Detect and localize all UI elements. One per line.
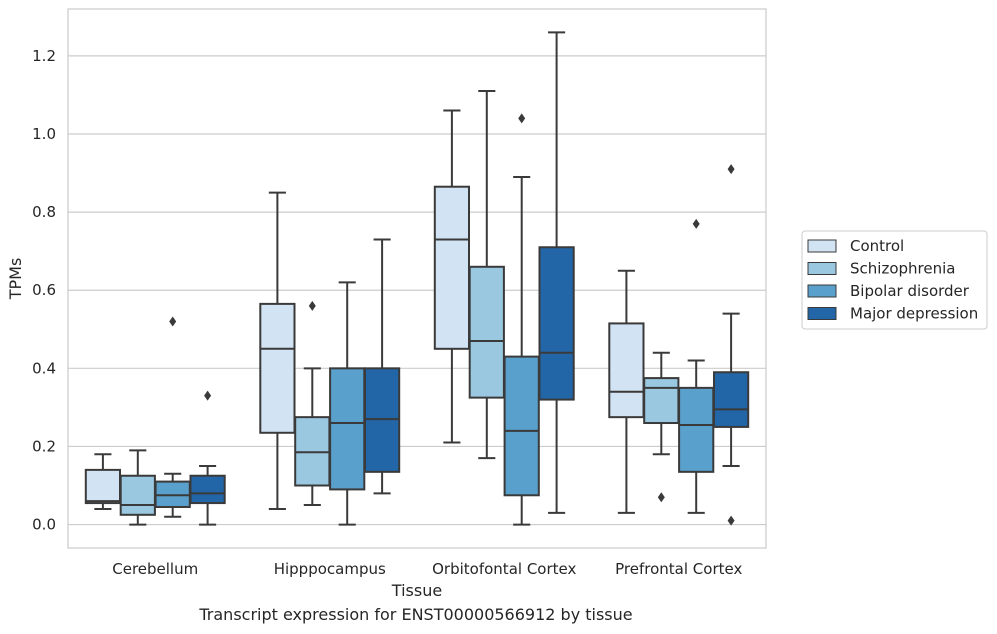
- series-control: [84, 109, 645, 514]
- box: [433, 185, 471, 350]
- legend-swatch: [807, 307, 837, 320]
- outlier-point: [204, 390, 212, 401]
- outlier-point: [692, 218, 700, 229]
- outlier-point: [308, 300, 316, 311]
- box: [189, 474, 226, 505]
- legend-label: Bipolar disorder: [850, 282, 970, 300]
- y-tick-label: 0.2: [32, 437, 56, 455]
- box: [503, 355, 540, 497]
- y-tick-label: 1.0: [32, 125, 56, 143]
- box: [712, 371, 750, 428]
- figure-caption: Transcript expression for ENST0000056691…: [199, 605, 633, 624]
- outlier-point: [727, 515, 735, 526]
- x-tick-label: Prefrontal Cortex: [615, 560, 742, 578]
- x-tick-label: Orbitofontal Cortex: [432, 560, 576, 578]
- x-tick-label: Hipppocampus: [274, 560, 386, 578]
- series-major-depression: [189, 31, 750, 526]
- tick-labels: 0.0 0.2 0.4 0.6 0.8 1.0 1.2 Cerebellum Hipppocam…: [32, 47, 742, 578]
- box-series: [84, 31, 750, 526]
- outlier-point: [727, 164, 735, 175]
- series-bipolar-disorder: [154, 113, 715, 526]
- y-tick-label: 0.4: [32, 359, 56, 377]
- outlier-point: [657, 492, 665, 503]
- legend-label: Control: [850, 237, 904, 255]
- y-axis-label: TPMs: [6, 258, 25, 301]
- outlier-point: [169, 316, 177, 327]
- box: [608, 322, 645, 419]
- box: [329, 367, 366, 491]
- outlier-point: [518, 113, 526, 124]
- box: [538, 246, 575, 401]
- grid-lines: [68, 55, 766, 526]
- legend-swatch: [807, 239, 837, 253]
- y-tick-label: 0.0: [32, 516, 56, 534]
- legend-frame: [801, 230, 988, 330]
- series-schizophrenia: [119, 90, 680, 526]
- legend-label: Schizophrenia: [850, 260, 955, 278]
- y-tick-label: 1.2: [32, 47, 56, 65]
- x-axis-label: Tissue: [391, 581, 442, 600]
- box: [468, 265, 505, 399]
- box: [643, 377, 680, 425]
- legend-label: Major depression: [850, 305, 978, 323]
- box: [119, 474, 156, 516]
- box: [678, 386, 715, 473]
- x-tick-label: Cerebellum: [112, 560, 198, 578]
- y-tick-label: 0.6: [32, 281, 56, 299]
- legend-swatch: [807, 262, 837, 275]
- y-tick-label: 0.8: [32, 203, 56, 221]
- legend-swatch: [807, 284, 837, 298]
- box: [259, 302, 296, 434]
- plot-frame: [67, 8, 767, 549]
- box: [84, 468, 122, 505]
- legend: Control Schizophrenia Bipolar disorder Majo…: [801, 230, 988, 330]
